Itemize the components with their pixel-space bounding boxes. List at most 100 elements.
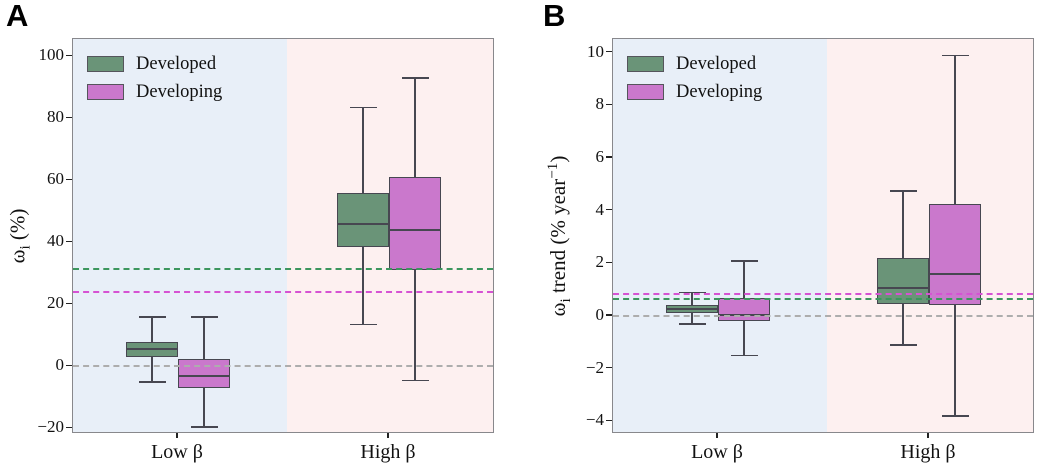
plot-area-A: Developed Developing [72,38,494,433]
whisker-cap-lower-series-developed-low-beta [138,381,166,383]
box-series-developing-high-beta [929,204,981,306]
whisker-upper-series-developing-high-beta [414,78,416,178]
y-tick-mark [606,419,612,422]
whisker-cap-lower-series-developing-low-beta [190,426,218,428]
y-tick-label: −2 [585,357,604,377]
y-tick-mark [606,103,612,106]
y-tick-label: −4 [585,410,604,430]
box-series-developed-high-beta [337,192,389,248]
ref-line-zero-line [73,365,493,368]
y-tick-mark [66,54,72,57]
legend-swatch-developing [87,84,124,100]
median-series-developed-high-beta [878,287,928,290]
y-tick-label: 0 [55,355,65,375]
whisker-cap-lower-series-developed-low-beta [678,323,706,325]
median-series-developed-low-beta [667,308,717,311]
whisker-lower-series-developed-low-beta [691,313,693,324]
x-tick-label-low-beta: Low β [151,441,203,463]
x-tick-mark [176,433,178,438]
y-tick-label: 80 [47,107,64,127]
legend-row-developing: Developing [87,78,222,106]
whisker-cap-upper-series-developed-low-beta [138,316,166,318]
y-tick-label: 6 [595,147,605,167]
y-axis-label-B: ωi trend (% year−1) [545,155,575,316]
y-tick-mark [66,240,72,243]
legend-swatch-developing [627,84,664,100]
whisker-lower-series-developed-high-beta [902,304,904,345]
y-tick-label: 100 [38,45,65,65]
median-series-developed-high-beta [338,222,388,225]
whisker-cap-upper-series-developed-low-beta [678,291,706,294]
whisker-lower-series-developed-high-beta [362,247,364,325]
ref-line-developed-mean [73,268,493,271]
whisker-cap-upper-series-developed-high-beta [889,190,917,192]
legend: Developed Developing [627,50,762,106]
y-tick-mark [66,364,72,367]
legend-row-developed: Developed [87,50,222,78]
median-series-developing-high-beta [930,272,980,275]
whisker-cap-upper-series-developing-low-beta [190,316,218,318]
y-tick-mark [606,156,612,158]
median-series-developed-low-beta [127,348,177,351]
legend-label-developing: Developing [676,81,763,102]
y-tick-label: 8 [595,94,605,114]
y-tick-mark [66,116,72,119]
legend-row-developed: Developed [627,50,762,78]
whisker-lower-series-developing-high-beta [414,270,416,381]
legend-row-developing: Developing [627,78,762,106]
box-series-developed-high-beta [877,258,929,305]
y-tick-label: 0 [595,305,605,325]
y-tick-label: 20 [47,293,64,313]
x-tick-mark [387,433,389,438]
y-tick-label: 40 [47,231,64,251]
whisker-upper-series-developed-high-beta [902,190,904,259]
whisker-cap-lower-series-developing-low-beta [730,354,758,357]
ylabel-segment: i [558,297,575,302]
legend: Developed Developing [87,50,222,106]
ref-line-developing-mean [73,290,493,293]
whisker-cap-upper-series-developed-high-beta [349,106,377,109]
y-tick-mark [606,314,612,316]
x-tick-mark [927,433,929,438]
ref-line-developed-mean [613,298,1033,301]
whisker-cap-lower-series-developing-high-beta [401,379,429,382]
legend-swatch-developed [627,56,664,72]
whisker-upper-series-developed-low-beta [151,316,153,342]
y-tick-label: 10 [587,41,604,61]
whisker-lower-series-developing-low-beta [203,388,205,427]
whisker-cap-upper-series-developing-high-beta [941,54,969,57]
y-tick-mark [66,302,72,305]
box-series-developing-low-beta [718,297,770,322]
whisker-upper-series-developing-high-beta [954,55,956,205]
panel-letter-A: A [6,0,29,33]
ylabel-segment: trend (% year [545,178,570,298]
y-tick-mark [606,261,612,264]
whisker-lower-series-developed-low-beta [151,357,153,382]
plot-area-B: Developed Developing [612,38,1034,433]
whisker-cap-upper-series-developing-low-beta [730,259,758,262]
y-tick-mark [606,366,612,369]
whisker-upper-series-developing-low-beta [203,316,205,359]
x-tick-mark [716,433,718,438]
y-tick-mark [606,50,612,53]
legend-label-developing: Developing [136,81,223,102]
y-tick-label: −20 [37,417,64,437]
y-tick-label: 4 [595,199,605,219]
median-series-developing-high-beta [390,228,440,231]
box-series-developing-high-beta [389,177,441,271]
box-series-developing-low-beta [178,358,230,389]
ref-line-developing-mean [613,292,1033,295]
y-tick-mark [66,178,72,181]
whisker-upper-series-developed-high-beta [362,107,364,193]
ref-line-zero-line [613,315,1033,318]
y-tick-label: 2 [595,252,605,272]
legend-swatch-developed [87,56,124,72]
legend-label-developed: Developed [136,53,217,74]
median-series-developing-low-beta [179,374,229,377]
x-tick-label-high-beta: High β [900,441,956,463]
x-tick-label-high-beta: High β [360,441,416,463]
y-tick-mark [66,426,72,429]
panel-letter-B: B [543,0,566,33]
median-series-developing-low-beta [719,313,769,316]
